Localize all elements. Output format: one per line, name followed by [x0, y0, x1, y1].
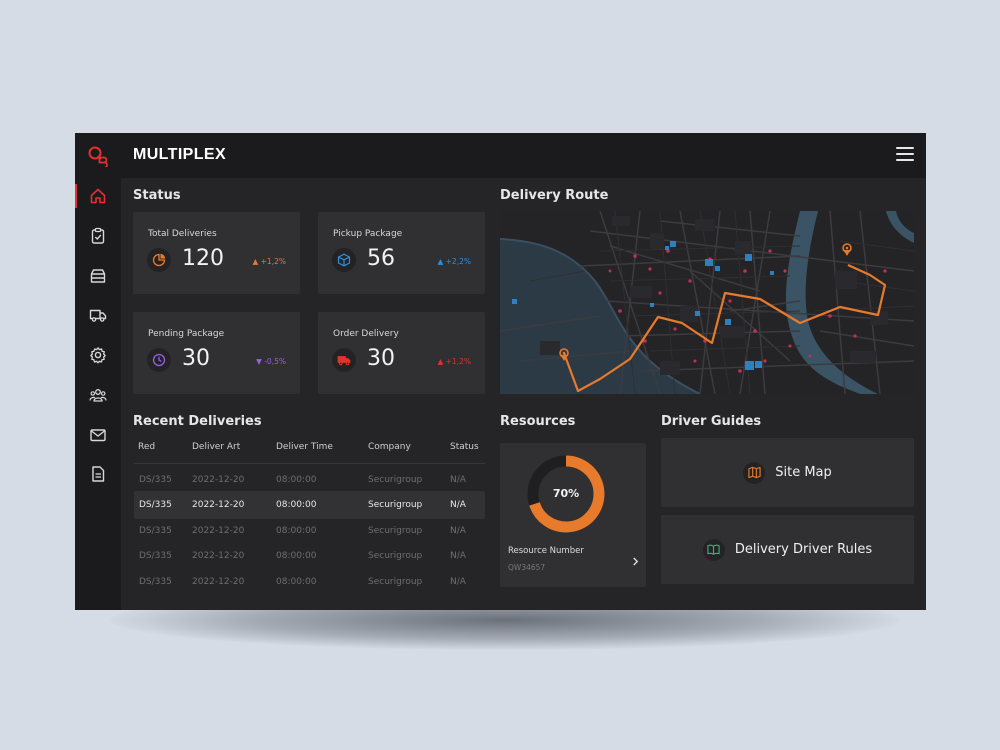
cell-status: N/A — [450, 475, 466, 485]
resources-title: Resources — [500, 414, 576, 429]
stat-label: Pending Package — [148, 329, 225, 339]
table-divider — [134, 463, 485, 464]
status-title: Status — [133, 188, 181, 203]
delivery-route-map[interactable] — [500, 211, 914, 394]
top-bar: MULTIPLEX — [121, 133, 926, 178]
stat-value: 56 — [367, 246, 395, 271]
cell-time: 08:00:00 — [276, 500, 317, 510]
delivery-route-title: Delivery Route — [500, 188, 609, 203]
stat-card-pending-package[interactable]: Pending Package 30 ▼ -0,5% — [133, 312, 300, 394]
stat-label: Order Delivery — [333, 329, 399, 339]
mail-icon — [90, 429, 106, 442]
delivery-driver-rules-button[interactable]: Delivery Driver Rules — [661, 515, 914, 584]
cell-status: N/A — [450, 526, 466, 536]
sidebar-item-team[interactable] — [75, 381, 121, 409]
cell-company: Securigroup — [368, 475, 423, 485]
stat-label: Total Deliveries — [148, 229, 217, 239]
cell-time: 08:00:00 — [276, 526, 317, 536]
table-row[interactable]: DS/335 2022-12-20 08:00:00 Securigroup N… — [134, 517, 485, 545]
clock-icon — [147, 348, 171, 372]
table-row[interactable]: DS/335 2022-12-20 08:00:00 Securigroup N… — [134, 542, 485, 570]
column-header[interactable]: Deliver Time — [276, 442, 333, 452]
recent-deliveries-table: Red Deliver Art Deliver Time Company Sta… — [134, 442, 485, 602]
cell-ref: DS/335 — [139, 551, 172, 561]
archive-box-icon — [90, 269, 106, 283]
cell-time: 08:00:00 — [276, 475, 317, 485]
cell-time: 08:00:00 — [276, 551, 317, 561]
cell-date: 2022-12-20 — [192, 526, 245, 536]
map-icon — [743, 461, 766, 484]
cell-date: 2022-12-20 — [192, 475, 245, 485]
resource-progress-ring — [527, 455, 605, 533]
route-start-pin-icon — [559, 348, 569, 361]
cell-status: N/A — [450, 500, 466, 510]
table-row[interactable]: DS/335 2022-12-20 08:00:00 Securigroup N… — [134, 568, 485, 596]
cell-ref: DS/335 — [139, 500, 172, 510]
brand-title: MULTIPLEX — [133, 146, 227, 163]
recent-deliveries-title: Recent Deliveries — [133, 414, 262, 429]
stat-card-total-deliveries[interactable]: Total Deliveries 120 ▲ +1,2% — [133, 212, 300, 294]
clipboard-check-icon — [91, 227, 105, 244]
truck-icon — [332, 348, 356, 372]
column-header[interactable]: Deliver Art — [192, 442, 241, 452]
sidebar-item-deliveries[interactable] — [75, 301, 121, 329]
table-row-selected[interactable]: DS/335 2022-12-20 08:00:00 Securigroup N… — [134, 491, 485, 519]
document-icon — [92, 466, 105, 482]
stat-card-pickup-package[interactable]: Pickup Package 56 ▲ +2,2% — [318, 212, 485, 294]
cell-ref: DS/335 — [139, 475, 172, 485]
stat-label: Pickup Package — [333, 229, 403, 239]
cell-company: Securigroup — [368, 551, 423, 561]
column-header[interactable]: Company — [368, 442, 411, 452]
stat-trend: ▲ +1,2% — [252, 257, 287, 266]
stat-trend: ▲ +1,2% — [437, 357, 472, 366]
cell-date: 2022-12-20 — [192, 551, 245, 561]
cell-company: Securigroup — [368, 577, 423, 587]
cell-ref: DS/335 — [139, 577, 172, 587]
resource-number-value: QW34657 — [508, 563, 546, 572]
chevron-right-icon[interactable] — [632, 557, 639, 566]
book-icon — [702, 538, 725, 561]
sidebar-item-tasks[interactable] — [75, 222, 121, 250]
resource-number-label: Resource Number — [508, 546, 584, 556]
route-end-pin-icon — [842, 243, 852, 256]
cube-icon — [332, 248, 356, 272]
cell-date: 2022-12-20 — [192, 500, 245, 510]
sidebar-item-settings[interactable] — [75, 341, 121, 369]
gear-icon — [90, 347, 106, 364]
home-icon — [90, 188, 106, 204]
pie-chart-icon — [147, 248, 171, 272]
sidebar — [75, 133, 121, 610]
stat-card-order-delivery[interactable]: Order Delivery 30 ▲ +1,2% — [318, 312, 485, 394]
driver-guides-title: Driver Guides — [661, 414, 762, 429]
resources-card[interactable]: 70% Resource Number QW34657 — [500, 443, 646, 587]
sidebar-item-home[interactable] — [75, 182, 121, 210]
stat-value: 30 — [182, 346, 210, 371]
sidebar-item-packages[interactable] — [75, 262, 121, 290]
hamburger-menu-icon[interactable] — [896, 147, 914, 163]
sidebar-item-documents[interactable] — [75, 460, 121, 488]
users-icon — [89, 389, 107, 402]
cell-time: 08:00:00 — [276, 577, 317, 587]
dashboard-window: MULTIPLEX Status Total Deliveries 120 ▲ … — [75, 133, 926, 610]
sidebar-item-messages[interactable] — [75, 421, 121, 449]
stat-trend: ▼ -0,5% — [256, 357, 286, 366]
site-map-label: Site Map — [775, 465, 832, 480]
stat-trend: ▲ +2,2% — [437, 257, 472, 266]
site-map-button[interactable]: Site Map — [661, 438, 914, 507]
table-row[interactable]: DS/335 2022-12-20 08:00:00 Securigroup N… — [134, 466, 485, 494]
resource-percent: 70% — [552, 487, 580, 500]
cell-company: Securigroup — [368, 500, 423, 510]
cell-date: 2022-12-20 — [192, 577, 245, 587]
stat-value: 30 — [367, 346, 395, 371]
truck-icon — [89, 309, 107, 322]
column-header[interactable]: Status — [450, 442, 479, 452]
stat-value: 120 — [182, 246, 224, 271]
column-header[interactable]: Red — [138, 442, 156, 452]
cell-company: Securigroup — [368, 526, 423, 536]
cell-status: N/A — [450, 551, 466, 561]
delivery-driver-rules-label: Delivery Driver Rules — [734, 542, 873, 557]
app-logo[interactable] — [87, 145, 109, 169]
cell-ref: DS/335 — [139, 526, 172, 536]
cell-status: N/A — [450, 577, 466, 587]
